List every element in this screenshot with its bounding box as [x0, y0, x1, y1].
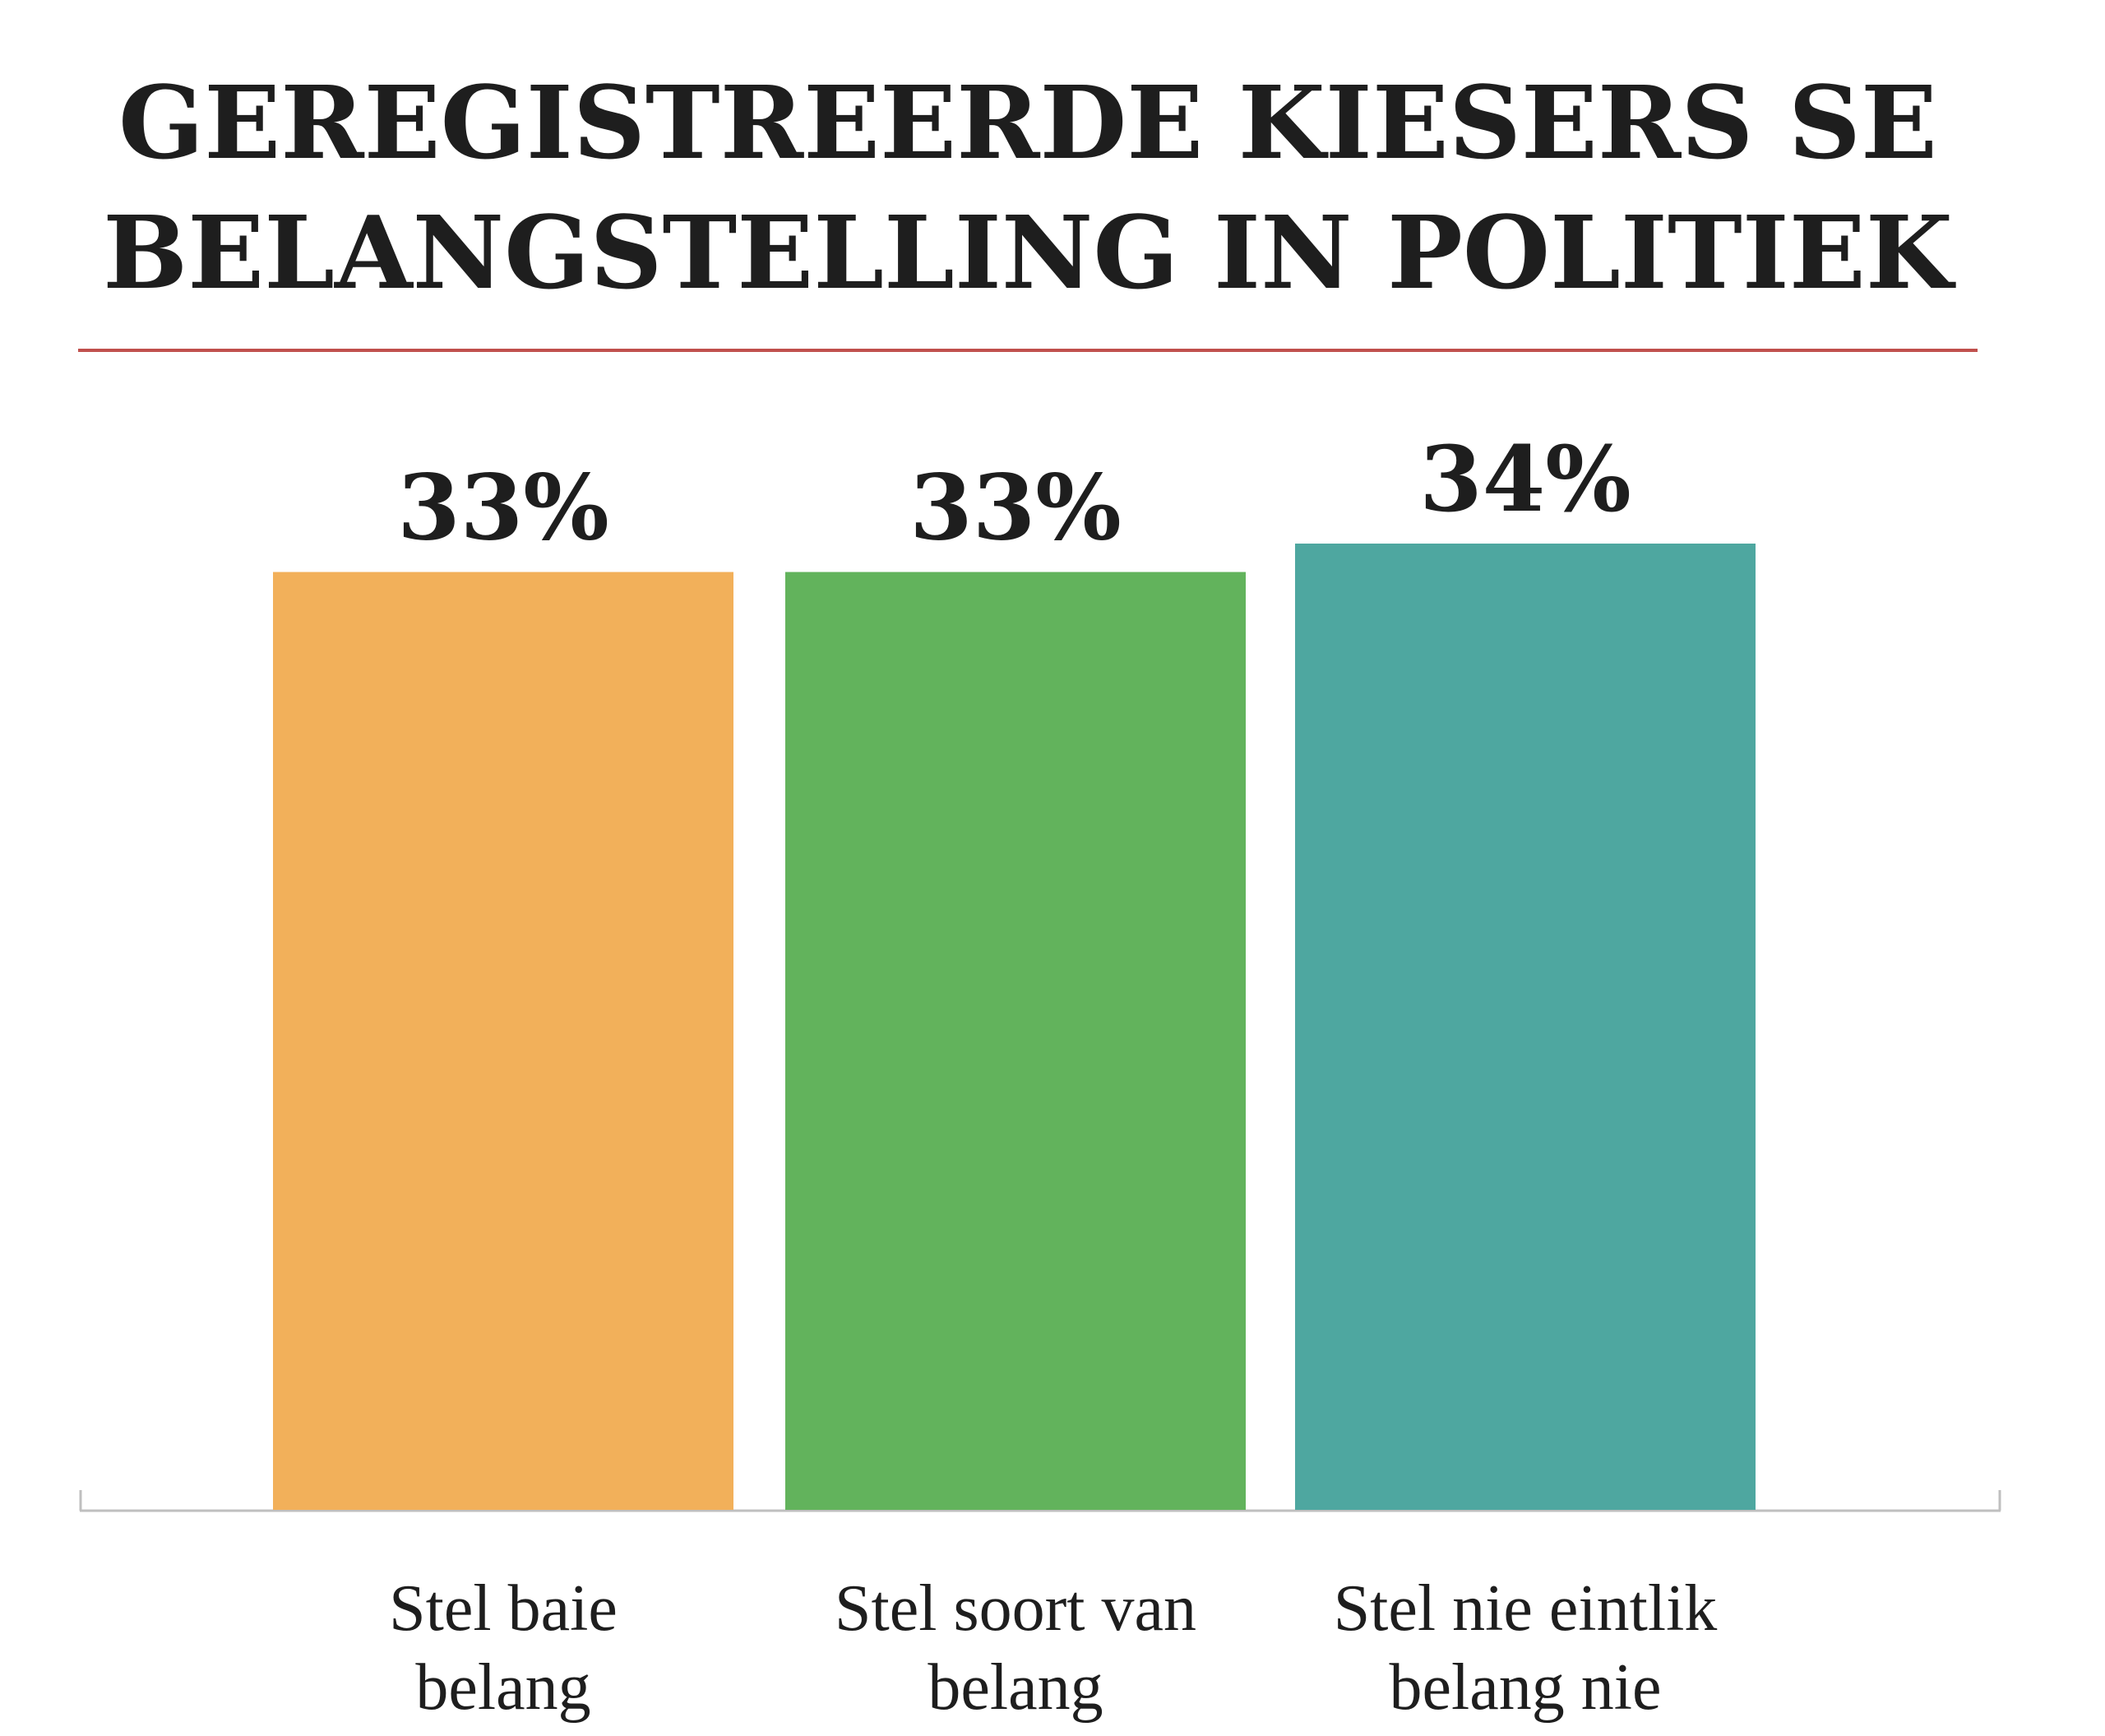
value-labels-group: 33% 33% 34% [397, 426, 1631, 561]
category-label-3-line-1: Stel nie eintlik [1334, 1572, 1718, 1645]
category-label-2-line-2: belang [928, 1651, 1103, 1724]
bar-1 [273, 572, 733, 1510]
bar-2 [785, 572, 1246, 1510]
category-label-1-line-1: Stel baie [389, 1572, 618, 1645]
category-label-1-line-2: belang [415, 1651, 590, 1724]
category-label-3-line-2: belang nie [1390, 1651, 1662, 1724]
bars-group [273, 544, 1756, 1510]
chart-title-line-1: GEREGISTREERDE KIESERS SE [118, 63, 1937, 182]
value-label-2: 33% [909, 455, 1122, 561]
category-label-2-line-1: Stel soort van [835, 1572, 1196, 1645]
chart-title-line-2: BELANGSTELLING IN POLITIEK [103, 193, 1953, 312]
value-label-3: 34% [1419, 426, 1631, 532]
value-label-1: 33% [397, 455, 609, 561]
title-divider [78, 349, 1978, 352]
chart-title: GEREGISTREERDE KIESERS SE BELANGSTELLING… [0, 58, 2056, 317]
bar-3 [1295, 544, 1756, 1510]
